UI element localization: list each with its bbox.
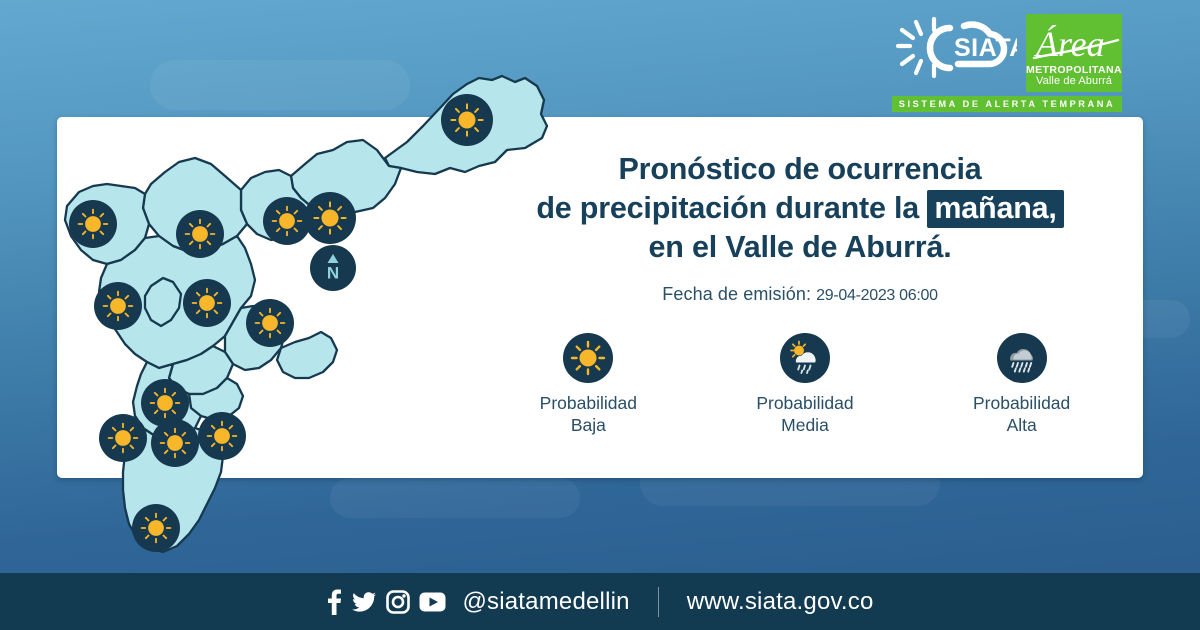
sun-icon	[176, 210, 224, 258]
municipality-shape	[275, 330, 339, 380]
map-sun-icon[interactable]	[304, 192, 356, 244]
svg-text:SIATA: SIATA	[954, 34, 1017, 62]
sun-cloud-rain-icon	[779, 333, 830, 383]
logo-block: SIATA Área METROPOLITANA Valle de Aburrá…	[892, 14, 1122, 114]
title-line-2-text: de precipitación durante la	[536, 191, 920, 226]
title-line-3: en el Valle de Aburrá.	[648, 230, 952, 265]
footer-divider	[657, 586, 659, 617]
legend-label-media: Probabilidad Media	[710, 392, 900, 437]
map-sun-icon[interactable]	[263, 197, 311, 245]
sun-icon	[563, 333, 614, 383]
legend-item-alta[interactable]: Probabilidad Alta	[927, 333, 1117, 437]
twitter-icon[interactable]	[351, 589, 377, 615]
legend-line1: Probabilidad	[756, 393, 854, 413]
map-sun-icon[interactable]	[198, 412, 246, 460]
sun-icon	[69, 200, 117, 248]
facebook-icon[interactable]	[326, 589, 342, 615]
legend-item-baja[interactable]: Probabilidad Baja	[493, 333, 683, 437]
area-logo-line1: METROPOLITANA	[1026, 64, 1122, 76]
legend-line2: Media	[781, 415, 829, 436]
title-highlight: mañana,	[927, 190, 1064, 229]
sun-icon	[183, 279, 231, 327]
footer-bar: @siatamedellin www.siata.gov.co	[0, 573, 1200, 630]
area-logo-line2: Valle de Aburrá	[1036, 75, 1112, 87]
siata-sun-cloud-logo: SIATA	[895, 16, 1017, 79]
legend-line2: Alta	[1006, 415, 1037, 436]
social-handle[interactable]: @siatamedellin	[462, 587, 630, 615]
map-sun-icon[interactable]	[69, 200, 117, 248]
emission-label: Fecha de emisión:	[662, 284, 812, 305]
map-sun-icon[interactable]	[183, 279, 231, 327]
website-url[interactable]: www.siata.gov.co	[686, 587, 874, 615]
sun-icon	[132, 504, 180, 552]
sun-icon	[99, 414, 147, 462]
background-cloud	[330, 478, 580, 518]
map-sun-icon[interactable]	[99, 414, 147, 462]
map-sun-icon[interactable]	[246, 299, 294, 347]
title-line-1: Pronóstico de ocurrencia	[618, 152, 982, 186]
social-icon-group	[326, 589, 446, 615]
legend-line1: Probabilidad	[972, 393, 1071, 413]
legend-line1: Probabilidad	[539, 393, 637, 413]
sun-icon	[198, 412, 246, 460]
svg-text:Área: Área	[1034, 24, 1105, 64]
title-line-2: de precipitación durante la mañana,	[470, 189, 1130, 229]
instagram-icon[interactable]	[386, 589, 411, 614]
probability-legend: Probabilidad Baja Prob	[480, 333, 1130, 437]
emission-date: Fecha de emisión: 29-04-2023 06:00	[470, 284, 1130, 305]
map-sun-icon[interactable]	[176, 210, 224, 258]
page-title: Pronóstico de ocurrencia de precipitació…	[470, 150, 1130, 267]
legend-item-media[interactable]: Probabilidad Media	[710, 333, 900, 437]
tagline-bar: SISTEMA DE ALERTA TEMPRANA	[892, 96, 1122, 112]
legend-line2: Baja	[570, 415, 606, 436]
svg-text:N: N	[327, 264, 339, 283]
map-sun-icon[interactable]	[141, 379, 189, 427]
municipality-inner-shape	[143, 276, 183, 328]
sun-icon	[94, 282, 142, 330]
map-sun-icon[interactable]	[132, 504, 180, 552]
area-metropolitana-logo: Área METROPOLITANA Valle de Aburrá	[1026, 14, 1122, 92]
valle-de-aburra-map[interactable]: N	[55, 38, 560, 573]
sun-icon	[246, 299, 294, 347]
background-cloud	[150, 60, 410, 110]
compass-north: N	[310, 245, 356, 291]
headline-block: Pronóstico de ocurrencia de precipitació…	[470, 150, 1130, 305]
youtube-icon[interactable]	[419, 592, 446, 612]
legend-label-baja: Probabilidad Baja	[493, 392, 683, 437]
cloud-heavy-rain-icon	[996, 333, 1047, 383]
sun-icon	[151, 419, 199, 467]
map-sun-icon[interactable]	[441, 94, 493, 146]
map-sun-icon[interactable]	[151, 419, 199, 467]
sun-icon	[263, 197, 311, 245]
map-sun-icon[interactable]	[94, 282, 142, 330]
sun-icon	[441, 94, 493, 146]
sun-icon	[304, 192, 356, 244]
emission-value: 29-04-2023 06:00	[816, 287, 938, 305]
legend-label-alta: Probabilidad Alta	[927, 392, 1117, 437]
area-script-mark: Área	[1032, 24, 1120, 64]
sun-icon	[141, 379, 189, 427]
